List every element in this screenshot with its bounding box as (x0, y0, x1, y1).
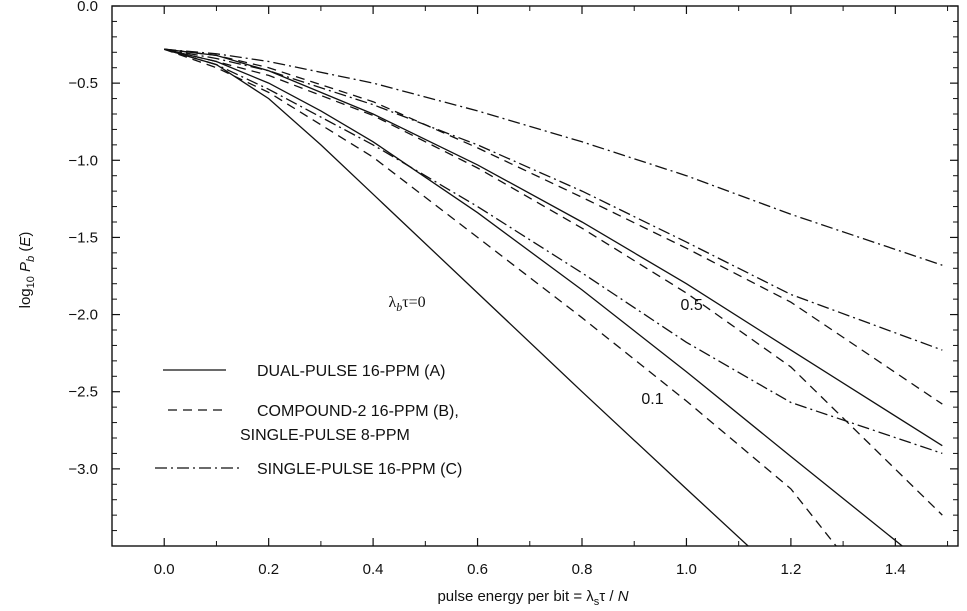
y-tick-label: 0.0 (77, 0, 98, 15)
y-tick-label: −1.0 (68, 152, 98, 169)
series-line-dashed-4 (163, 48, 837, 546)
series-line-dashdot-9 (164, 48, 943, 266)
x-tick-label: 0.6 (467, 561, 488, 578)
series-line-dashed-6 (164, 48, 943, 405)
series-line-dashdot-8 (164, 48, 943, 351)
x-tick-label: 1.0 (676, 561, 697, 578)
series-line-dashdot-7 (164, 48, 943, 455)
plot-frame (111, 5, 959, 547)
legend-label: COMPOUND-2 16-PPM (B), (257, 403, 459, 420)
y-tick-label: −2.0 (68, 307, 98, 324)
x-tick-label: 0.8 (572, 561, 593, 578)
x-tick-label: 1.2 (780, 561, 801, 578)
series-line-dashed-5 (164, 48, 943, 516)
x-tick-label: 0.0 (154, 561, 175, 578)
y-tick-label: −3.0 (68, 461, 98, 478)
y-axis-title: log10 Pb (E) (17, 232, 37, 309)
legend-label: DUAL-PULSE 16-PPM (A) (257, 363, 446, 380)
x-axis-ticks: 0.0 0.2 0.4 0.6 0.8 1.0 1.2 1.4 (111, 6, 949, 578)
y-tick-label: −1.5 (68, 229, 98, 246)
y-tick-label: −0.5 (68, 75, 98, 92)
curve-annotation: 0.5 (681, 297, 703, 314)
legend-label: SINGLE-PULSE 16-PPM (C) (257, 461, 462, 478)
series-line-solid-3 (164, 48, 943, 447)
series-line-solid-2 (164, 48, 904, 546)
data-curves (163, 48, 943, 546)
series-line-solid-1 (164, 48, 750, 546)
legend-label-line2: SINGLE-PULSE 8-PPM (240, 427, 410, 444)
legend: DUAL-PULSE 16-PPM (A) COMPOUND-2 16-PPM (… (155, 363, 462, 478)
x-axis-title: pulse energy per bit = λsτ / N (437, 588, 628, 608)
annotations: λbτ=0 0.5 0.1 (388, 294, 702, 408)
curve-annotation: λbτ=0 (388, 294, 425, 314)
y-tick-label: −2.5 (68, 384, 98, 401)
x-tick-label: 1.4 (885, 561, 906, 578)
x-tick-label: 0.4 (363, 561, 384, 578)
y-axis-ticks: 0.0 −0.5 −1.0 −1.5 −2.0 −2.5 −3.0 (68, 0, 958, 532)
x-tick-label: 0.2 (258, 561, 279, 578)
curve-annotation: 0.1 (641, 391, 663, 408)
